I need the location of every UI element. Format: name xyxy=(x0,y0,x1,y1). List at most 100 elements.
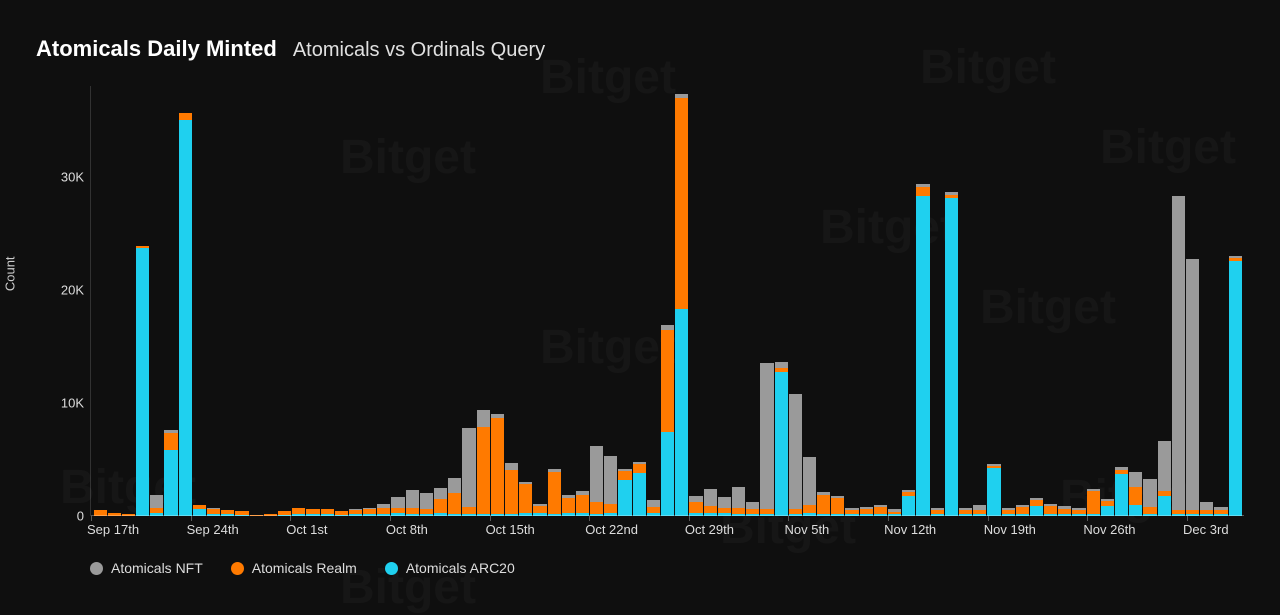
bar[interactable] xyxy=(633,86,646,516)
bar[interactable] xyxy=(548,86,561,516)
bar-segment-nft xyxy=(789,394,802,509)
bar-segment-realm xyxy=(689,502,702,512)
bar-segment-realm xyxy=(533,506,546,513)
bar[interactable] xyxy=(363,86,376,516)
bar[interactable] xyxy=(420,86,433,516)
bar[interactable] xyxy=(434,86,447,516)
bar[interactable] xyxy=(1002,86,1015,516)
bar[interactable] xyxy=(945,86,958,516)
bar[interactable] xyxy=(959,86,972,516)
bar[interactable] xyxy=(335,86,348,516)
bar[interactable] xyxy=(1030,86,1043,516)
bar[interactable] xyxy=(519,86,532,516)
bar[interactable] xyxy=(618,86,631,516)
bar[interactable] xyxy=(406,86,419,516)
bar[interactable] xyxy=(1186,86,1199,516)
bar[interactable] xyxy=(250,86,263,516)
bar[interactable] xyxy=(562,86,575,516)
bar[interactable] xyxy=(136,86,149,516)
bar-segment-realm xyxy=(1143,507,1156,514)
bar[interactable] xyxy=(491,86,504,516)
legend-swatch xyxy=(385,562,398,575)
bar[interactable] xyxy=(1229,86,1242,516)
bar[interactable] xyxy=(1101,86,1114,516)
bar[interactable] xyxy=(789,86,802,516)
bar[interactable] xyxy=(604,86,617,516)
bar[interactable] xyxy=(235,86,248,516)
bar[interactable] xyxy=(448,86,461,516)
x-tick-label: Oct 8th xyxy=(386,522,428,537)
bar[interactable] xyxy=(1044,86,1057,516)
bar[interactable] xyxy=(888,86,901,516)
bar-segment-nft xyxy=(1200,502,1213,510)
bar[interactable] xyxy=(1158,86,1171,516)
bar[interactable] xyxy=(94,86,107,516)
legend-item[interactable]: Atomicals Realm xyxy=(231,560,357,576)
bar[interactable] xyxy=(746,86,759,516)
bar[interactable] xyxy=(462,86,475,516)
bar[interactable] xyxy=(973,86,986,516)
bar[interactable] xyxy=(689,86,702,516)
bar[interactable] xyxy=(845,86,858,516)
bar[interactable] xyxy=(193,86,206,516)
bar-segment-nft xyxy=(448,478,461,494)
x-tick-mark xyxy=(888,516,889,521)
bar[interactable] xyxy=(477,86,490,516)
bar-segment-realm xyxy=(562,498,575,513)
bar[interactable] xyxy=(377,86,390,516)
bar[interactable] xyxy=(987,86,1000,516)
bar[interactable] xyxy=(1087,86,1100,516)
bar[interactable] xyxy=(860,86,873,516)
bar[interactable] xyxy=(902,86,915,516)
bar[interactable] xyxy=(647,86,660,516)
bar[interactable] xyxy=(704,86,717,516)
bar[interactable] xyxy=(391,86,404,516)
bar[interactable] xyxy=(349,86,362,516)
bar[interactable] xyxy=(1072,86,1085,516)
bar[interactable] xyxy=(306,86,319,516)
bar[interactable] xyxy=(1143,86,1156,516)
bar[interactable] xyxy=(760,86,773,516)
bar[interactable] xyxy=(732,86,745,516)
bar[interactable] xyxy=(817,86,830,516)
legend-item[interactable]: Atomicals NFT xyxy=(90,560,203,576)
bar[interactable] xyxy=(775,86,788,516)
bar[interactable] xyxy=(264,86,277,516)
bar[interactable] xyxy=(505,86,518,516)
bar-segment-realm xyxy=(548,472,561,514)
bar[interactable] xyxy=(108,86,121,516)
bar-segment-nft xyxy=(704,489,717,506)
bar[interactable] xyxy=(1172,86,1185,516)
bar[interactable] xyxy=(675,86,688,516)
bar[interactable] xyxy=(164,86,177,516)
bar[interactable] xyxy=(122,86,135,516)
bar[interactable] xyxy=(207,86,220,516)
bar[interactable] xyxy=(1200,86,1213,516)
bar[interactable] xyxy=(179,86,192,516)
bar[interactable] xyxy=(803,86,816,516)
bar[interactable] xyxy=(590,86,603,516)
bar[interactable] xyxy=(874,86,887,516)
bar[interactable] xyxy=(718,86,731,516)
legend-item[interactable]: Atomicals ARC20 xyxy=(385,560,515,576)
bar[interactable] xyxy=(576,86,589,516)
bar[interactable] xyxy=(916,86,929,516)
bar[interactable] xyxy=(1058,86,1071,516)
bar[interactable] xyxy=(661,86,674,516)
bar[interactable] xyxy=(533,86,546,516)
bar[interactable] xyxy=(1129,86,1142,516)
bar[interactable] xyxy=(1115,86,1128,516)
x-tick-mark xyxy=(290,516,291,521)
bar[interactable] xyxy=(931,86,944,516)
bar-segment-arc20 xyxy=(1158,496,1171,516)
bar[interactable] xyxy=(292,86,305,516)
bar[interactable] xyxy=(1016,86,1029,516)
bar[interactable] xyxy=(831,86,844,516)
bar[interactable] xyxy=(221,86,234,516)
bar[interactable] xyxy=(150,86,163,516)
chart-header: Atomicals Daily Minted Atomicals vs Ordi… xyxy=(36,36,1244,62)
bar[interactable] xyxy=(278,86,291,516)
bar[interactable] xyxy=(321,86,334,516)
bar[interactable] xyxy=(1214,86,1227,516)
x-tick-mark xyxy=(1187,516,1188,521)
